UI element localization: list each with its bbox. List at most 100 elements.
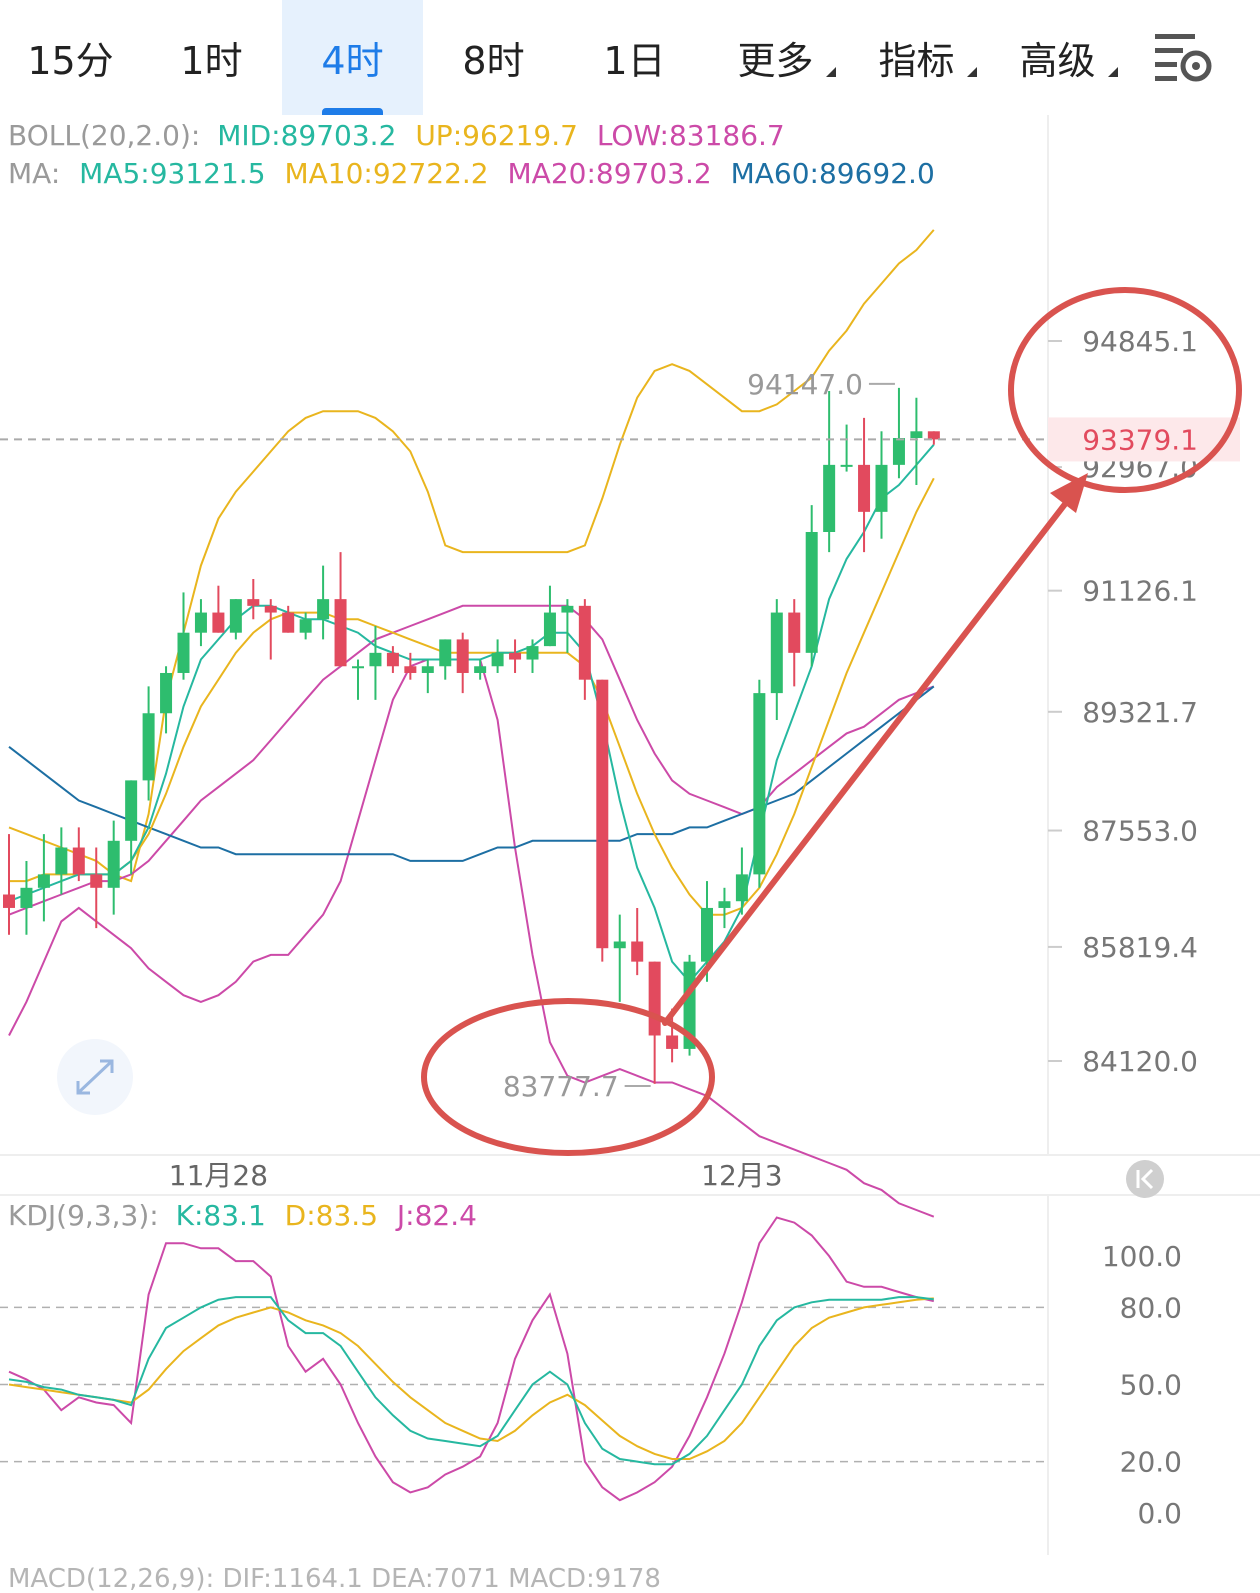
- tab-5[interactable]: 更多: [705, 0, 846, 115]
- candle-body: [858, 464, 871, 512]
- candle: [840, 424, 853, 472]
- candle: [823, 391, 836, 553]
- candle: [509, 639, 522, 673]
- candle: [247, 578, 260, 620]
- candle: [788, 599, 801, 687]
- candle-body: [823, 464, 836, 532]
- current-price-label: 93379.1: [1082, 423, 1198, 456]
- candle-body: [160, 672, 173, 714]
- candle-body: [927, 431, 940, 440]
- candle: [90, 847, 103, 929]
- tab-7[interactable]: 高级: [987, 0, 1128, 115]
- kdj-k-line: [8, 1296, 934, 1466]
- candle: [177, 592, 190, 680]
- candle: [439, 639, 452, 680]
- tab-6[interactable]: 指标: [846, 0, 987, 115]
- scroll-start-icon[interactable]: [1126, 1160, 1164, 1198]
- chart-settings-icon[interactable]: [1150, 28, 1220, 88]
- candle-body: [386, 652, 399, 667]
- expand-icon-arrows: [76, 1059, 114, 1095]
- price-axis-label: 84120.0: [1082, 1045, 1198, 1078]
- candle-body: [596, 679, 609, 949]
- expand-icon[interactable]: [57, 1039, 133, 1115]
- candle: [369, 625, 382, 700]
- candle-body: [177, 632, 190, 673]
- candle: [72, 827, 85, 882]
- tab-label: 高级: [1019, 39, 1096, 83]
- ma-label: MA:: [8, 157, 60, 190]
- candle-body: [613, 941, 626, 949]
- kdj-j-line: [8, 1216, 935, 1502]
- dropdown-caret-icon: [826, 67, 836, 77]
- boll-upper-band: [8, 229, 935, 883]
- price-axis-label: 85819.4: [1082, 931, 1198, 964]
- candle-body: [125, 780, 138, 841]
- kdj-axis-label: 0.0: [1137, 1497, 1182, 1530]
- candle-body: [194, 612, 207, 633]
- candle-body: [299, 619, 312, 633]
- boll-legend: BOLL(20,2.0): MID:89703.2 UP:96219.7 LOW…: [8, 119, 785, 152]
- price-axis-label: 87553.0: [1082, 815, 1198, 848]
- candle: [229, 599, 242, 640]
- tab-2[interactable]: 4时: [282, 0, 423, 115]
- candle: [142, 686, 155, 801]
- boll-mid-line: [8, 604, 935, 916]
- kdj-j-value: J:82.4: [395, 1199, 477, 1232]
- tab-3[interactable]: 8时: [423, 0, 564, 115]
- candle-body: [3, 894, 15, 908]
- candle-body: [369, 652, 382, 667]
- candle: [386, 646, 399, 673]
- candle-body: [561, 605, 574, 613]
- boll-low: LOW:83186.7: [597, 119, 785, 152]
- ma20-value: MA20:89703.2: [508, 157, 712, 190]
- kdj-d-line: [8, 1297, 934, 1460]
- candle-body: [439, 639, 452, 667]
- tab-label: 4时: [321, 39, 384, 83]
- candle-body: [107, 840, 120, 888]
- candle-body: [334, 599, 347, 667]
- candle: [753, 679, 766, 888]
- candle: [613, 914, 626, 1002]
- tab-label: 8时: [462, 39, 525, 83]
- candle-body: [805, 531, 818, 653]
- boll-up: UP:96219.7: [415, 119, 578, 152]
- candle-body: [37, 874, 50, 888]
- candle: [317, 565, 330, 640]
- candle-body: [90, 874, 103, 888]
- tab-label: 1日: [603, 39, 666, 83]
- annotation-circle-high: [1008, 287, 1242, 493]
- candle-body: [142, 713, 155, 781]
- candle: [648, 961, 661, 1084]
- kdj-d-value: D:83.5: [285, 1199, 378, 1232]
- candle-body: [526, 646, 539, 660]
- candle-body: [753, 693, 766, 875]
- boll-label: BOLL(20,2.0):: [8, 119, 200, 152]
- candle: [578, 599, 591, 700]
- tab-1[interactable]: 1时: [141, 0, 282, 115]
- candle: [264, 599, 277, 660]
- tab-label: 指标: [878, 39, 955, 83]
- candle: [3, 834, 15, 935]
- tab-4[interactable]: 1日: [564, 0, 705, 115]
- candle: [107, 820, 120, 915]
- date-axis-label: 12月3: [701, 1159, 782, 1192]
- candle-body: [282, 612, 295, 633]
- price-axis-label: 91126.1: [1082, 575, 1198, 608]
- candle: [20, 860, 33, 935]
- ma-legend: MA: MA5:93121.5 MA10:92722.2 MA20:89703.…: [8, 157, 935, 190]
- tab-label: 15分: [27, 39, 114, 83]
- candle: [474, 659, 487, 680]
- tab-0[interactable]: 15分: [0, 0, 141, 115]
- high-marker-label: 94147.0: [747, 368, 863, 401]
- candle-body: [875, 464, 888, 512]
- candle-body: [770, 612, 783, 694]
- candle-body: [578, 605, 591, 680]
- candle-body: [509, 652, 522, 660]
- candle: [37, 834, 50, 922]
- candle: [212, 585, 225, 633]
- candle-body: [247, 599, 260, 606]
- candle-body: [20, 887, 33, 908]
- candle-body: [421, 666, 434, 673]
- dropdown-caret-icon: [967, 67, 977, 77]
- price-chart[interactable]: BOLL(20,2.0): MID:89703.2 UP:96219.7 LOW…: [0, 115, 1260, 1593]
